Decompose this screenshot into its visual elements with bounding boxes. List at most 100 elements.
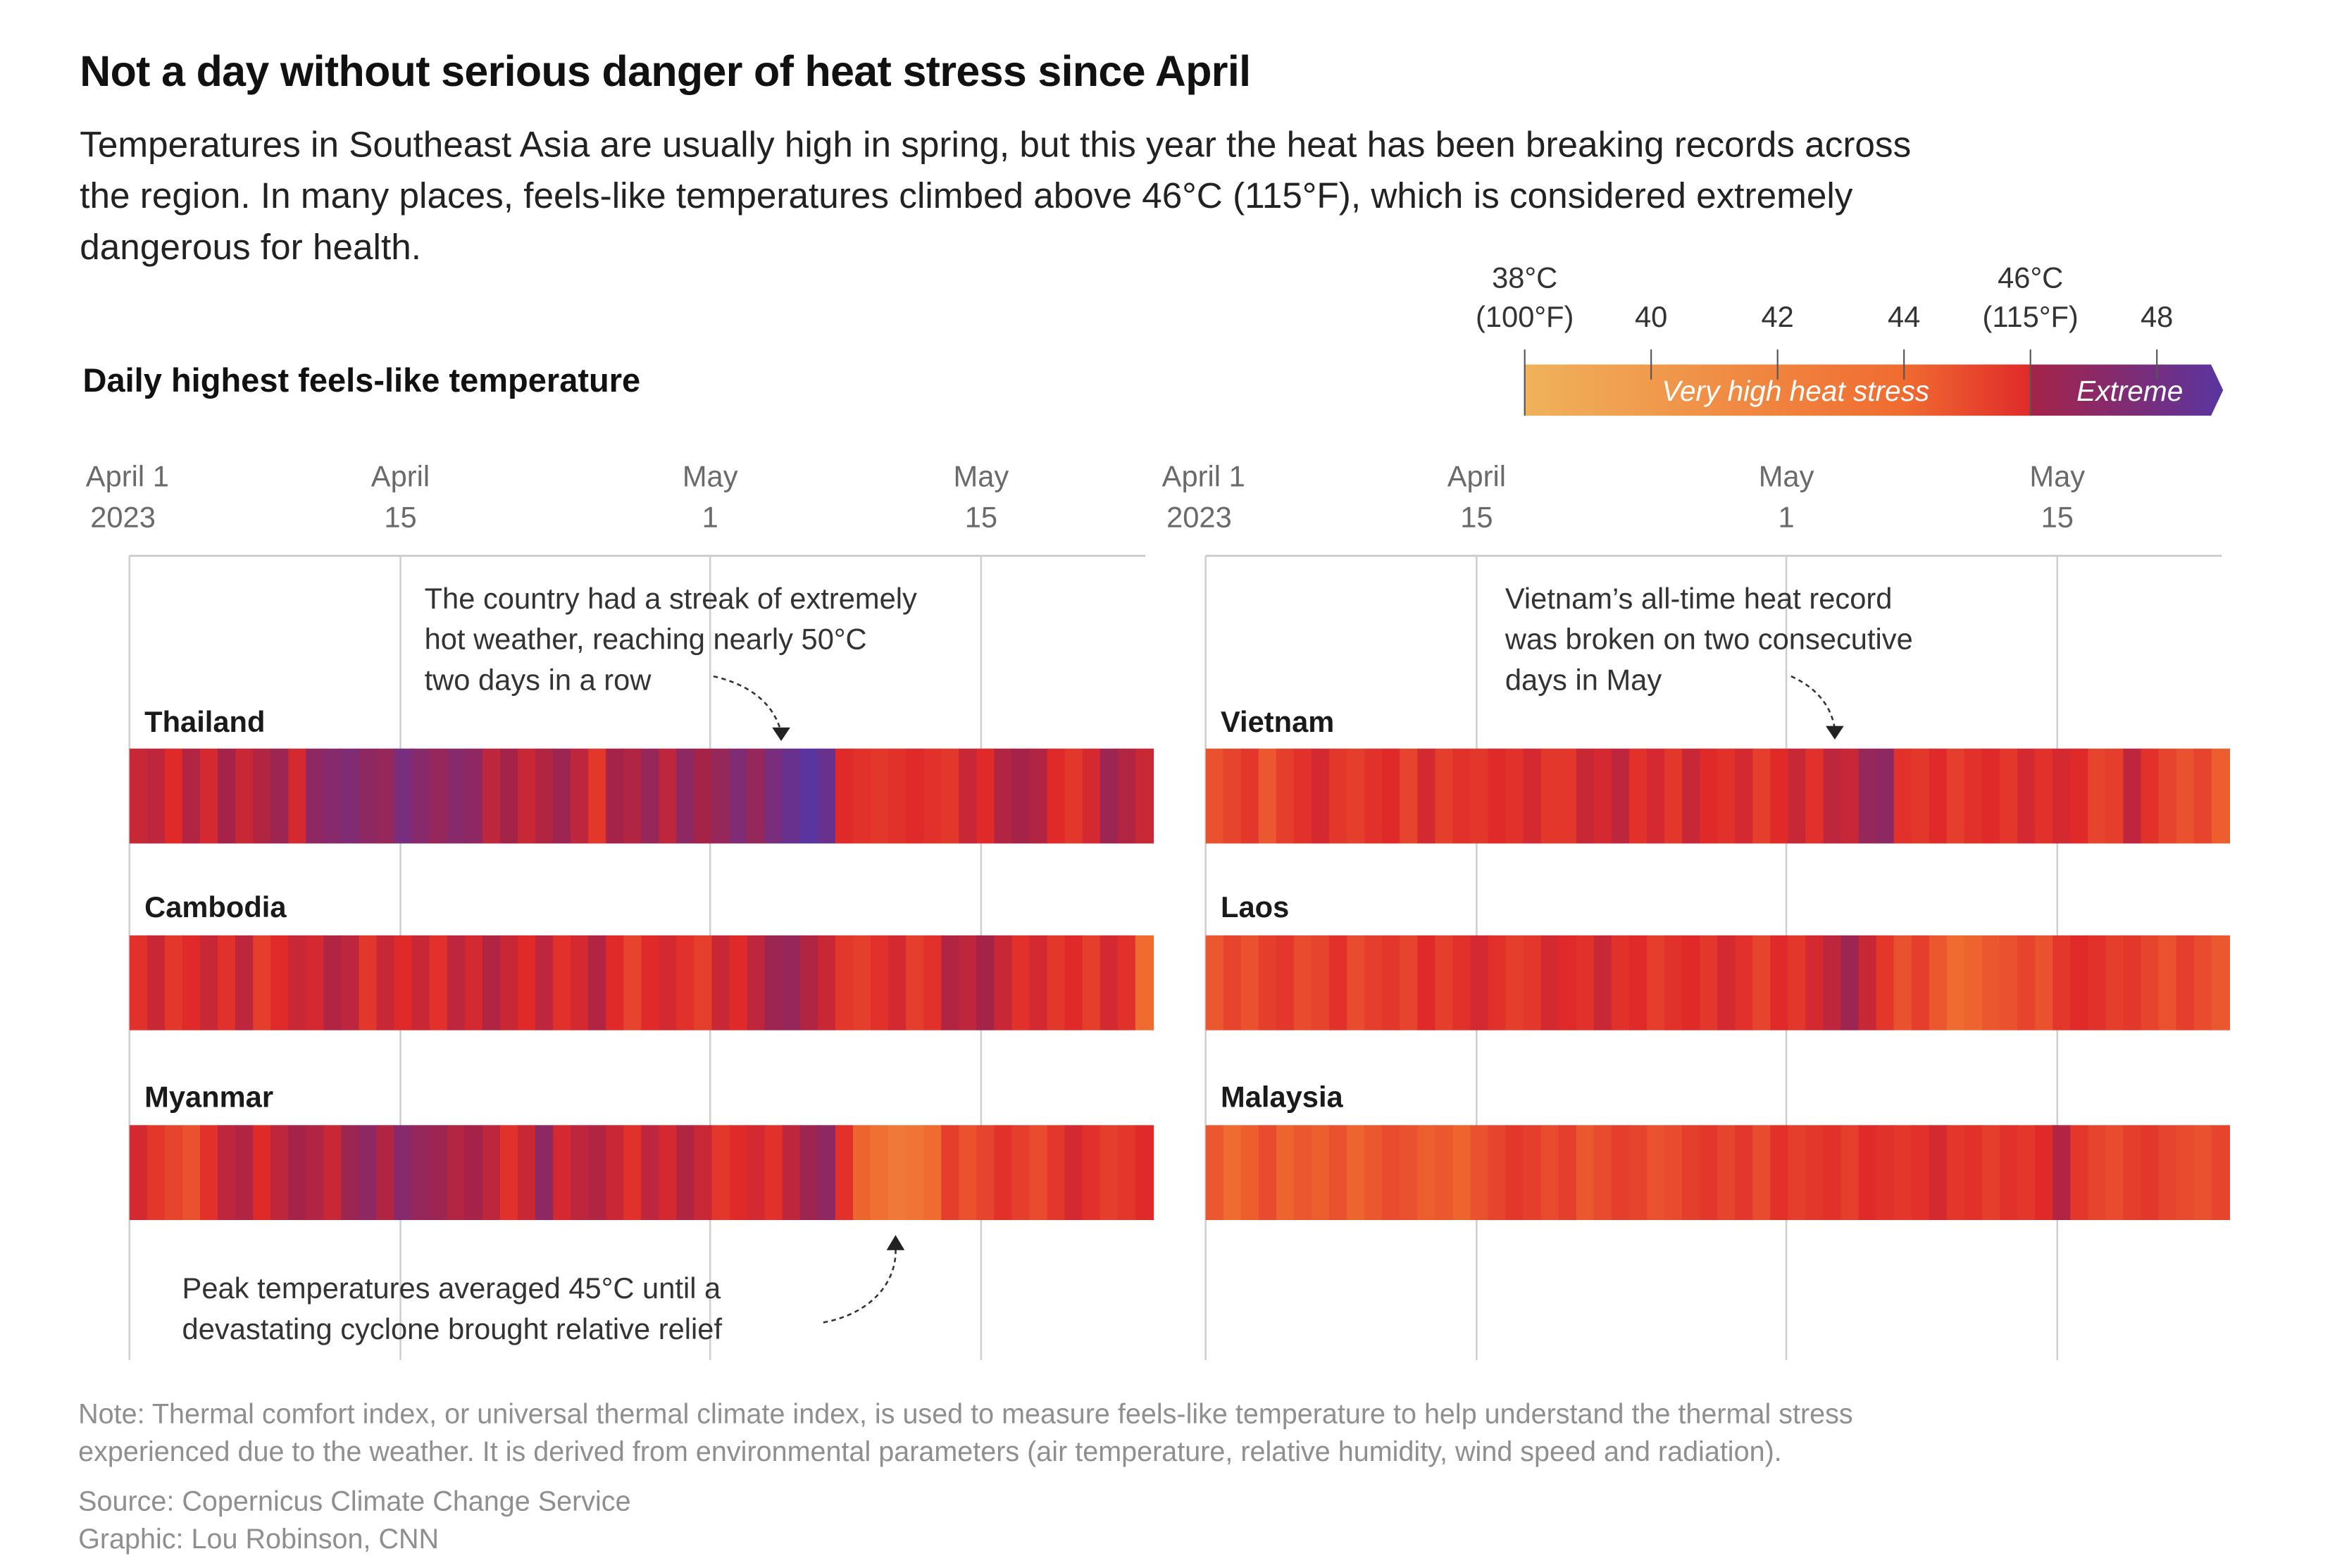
day-cell [1576,1125,1595,1221]
day-cell [429,1125,449,1221]
day-cell [976,748,995,844]
day-cell [1364,1125,1383,1221]
day-cell [976,1125,995,1221]
day-cell [341,935,360,1031]
country-label: Malaysia [1221,1081,1344,1114]
day-cell [2105,1125,2124,1221]
day-cell [2017,1125,2036,1221]
day-cell [1700,1125,1719,1221]
day-cell [2158,748,2177,844]
day-cell [235,748,254,844]
day-cell [2141,1125,2160,1221]
day-cell [2105,748,2124,844]
day-cell [694,1125,713,1221]
day-cell [1029,1125,1048,1221]
arrowhead [772,727,790,742]
day-cell [1981,748,2001,844]
legend-tick-label: 42 [1762,300,1794,333]
day-cell [1876,1125,1895,1221]
day-cell [1117,748,1137,844]
day-cell [1311,935,1331,1031]
day-cell [1488,748,1507,844]
day-cell [1770,1125,1789,1221]
day-cell [906,1125,925,1221]
day-cell [641,935,660,1031]
day-cell [1646,935,1666,1031]
day-cell [1752,935,1771,1031]
day-cell [1611,1125,1631,1221]
day-cell [1329,1125,1348,1221]
day-cell [1893,748,1913,844]
legend-tick-label: 46°C [1998,261,2063,294]
country-label: Cambodia [144,890,287,923]
day-cell [411,1125,430,1221]
day-cell [553,1125,572,1221]
day-cell [199,748,219,844]
day-cell [1258,935,1278,1031]
annotation-myanmar: Peak temperatures averaged 45°C until a [182,1271,721,1305]
day-cell [2176,935,2195,1031]
day-cell [1981,935,2001,1031]
legend-tick-label: 44 [1888,300,1920,333]
day-cell [2193,1125,2212,1221]
day-cell [2211,935,2231,1031]
day-cell [799,748,819,844]
day-cell [1964,935,1983,1031]
legend-tick-label: (100°F) [1476,300,1574,333]
day-cell [1382,1125,1401,1221]
day-cell [1435,1125,1454,1221]
day-cell [1805,935,1824,1031]
day-cell [729,1125,748,1221]
day-cell [1400,748,1419,844]
day-cell [1488,935,1507,1031]
day-cell [1628,748,1648,844]
day-cell [1788,935,1807,1031]
day-cell [482,1125,502,1221]
day-cell [641,1125,660,1221]
day-cell [1823,935,1842,1031]
day-cell [2141,935,2160,1031]
day-cell [1717,935,1736,1031]
day-cell [1347,748,1366,844]
day-cell [429,935,449,1031]
day-cell [2088,935,2107,1031]
day-cell [1805,748,1824,844]
day-cell [1082,935,1101,1031]
day-cell [959,935,978,1031]
day-cell [817,748,837,844]
day-cell [941,748,960,844]
day-cell [1840,935,1860,1031]
day-cell [182,935,201,1031]
country-label: Thailand [144,705,265,738]
day-cell [288,935,307,1031]
day-cell [906,935,925,1031]
day-cell [2158,1125,2177,1221]
day-cell [1964,1125,1983,1221]
day-cell [2105,935,2124,1031]
day-cell [2035,935,2054,1031]
day-cell [1717,1125,1736,1221]
day-cell [164,935,184,1031]
day-cell [1329,935,1348,1031]
day-cell [782,748,802,844]
day-cell [1682,935,1701,1031]
day-cell [464,1125,484,1221]
day-cell [888,748,907,844]
day-cell [835,748,854,844]
day-cell [1858,1125,1877,1221]
day-cell [782,935,802,1031]
day-cell [1929,1125,1948,1221]
legend-tick-label: 38°C [1492,261,1557,294]
day-cell [2000,1125,2019,1221]
arrowhead [886,1235,905,1250]
day-cell [871,748,890,844]
x-tick-label: 2023 [90,500,156,533]
annotation-thailand: hot weather, reaching nearly 50°C [425,623,867,656]
day-cell [659,1125,678,1221]
day-cell [2053,1125,2072,1221]
day-cell [1364,935,1383,1031]
x-tick-label: April [371,460,430,493]
day-cell [1946,748,1966,844]
annotation-myanmar: devastating cyclone brought relative rel… [182,1312,723,1345]
